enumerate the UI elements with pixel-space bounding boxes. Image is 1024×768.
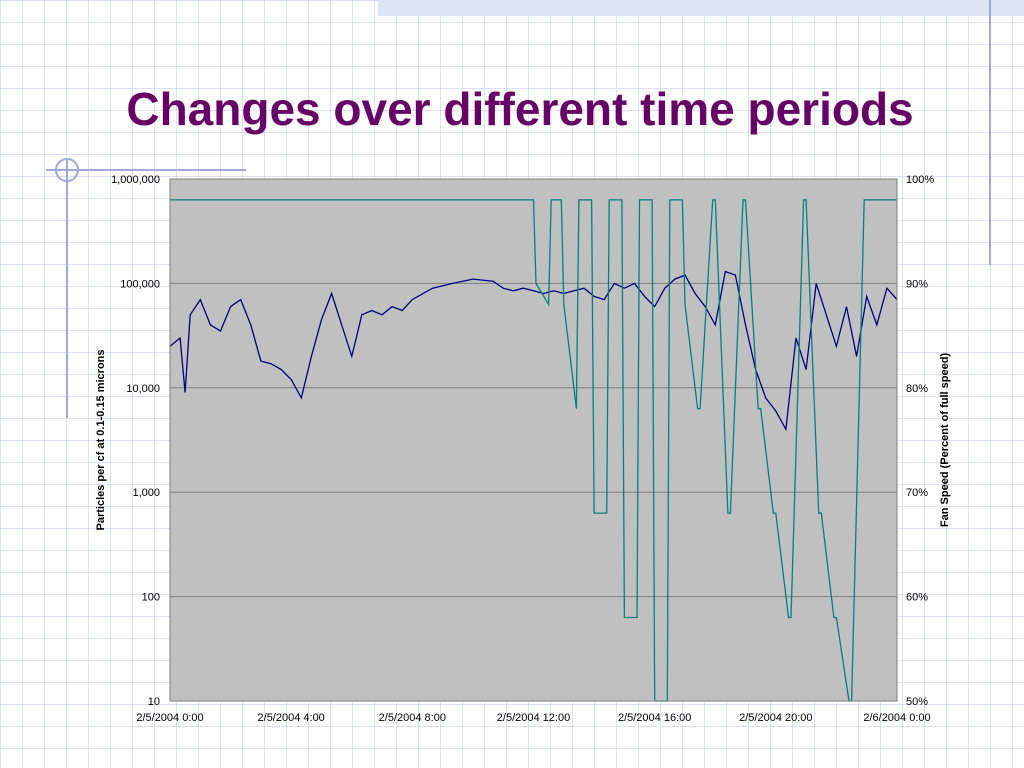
left-tick-label: 10 bbox=[148, 696, 160, 708]
series-group bbox=[169, 199, 898, 702]
x-tick-label: 2/5/2004 8:00 bbox=[379, 712, 446, 724]
left-axis-title: Particles per cf at 0.1-0.15 microns bbox=[95, 350, 107, 531]
x-tick-label: 2/5/2004 4:00 bbox=[258, 712, 325, 724]
left-tick-label: 10,000 bbox=[126, 383, 160, 395]
right-tick-label: 90% bbox=[906, 278, 928, 290]
right-tick-label: 70% bbox=[906, 487, 928, 499]
x-tick-label: 2/5/2004 12:00 bbox=[497, 712, 570, 724]
left-axis-ticks: 1,000,000 100,000 10,000 1,000 100 10 bbox=[111, 174, 160, 708]
right-tick-label: 60% bbox=[906, 592, 928, 604]
x-tick-label: 2/6/2004 0:00 bbox=[863, 712, 930, 724]
left-tick-label: 1,000 bbox=[132, 487, 160, 499]
left-tick-label: 100 bbox=[142, 592, 160, 604]
x-tick-label: 2/5/2004 0:00 bbox=[136, 712, 203, 724]
gridlines bbox=[170, 282, 897, 598]
left-tick-label: 1,000,000 bbox=[111, 174, 160, 186]
plot-area bbox=[170, 179, 897, 701]
title-accent-circle bbox=[55, 158, 79, 182]
x-tick-label: 2/5/2004 20:00 bbox=[739, 712, 812, 724]
x-axis-ticks: 2/5/2004 0:00 2/5/2004 4:00 2/5/2004 8:00 2… bbox=[136, 712, 930, 724]
left-tick-label: 100,000 bbox=[120, 278, 160, 290]
right-tick-label: 100% bbox=[906, 174, 934, 186]
plot-border bbox=[169, 178, 898, 702]
right-tick-label: 80% bbox=[906, 383, 928, 395]
slide-title: Changes over different time periods bbox=[126, 83, 914, 135]
x-tick-label: 2/5/2004 16:00 bbox=[618, 712, 691, 724]
right-axis-title: Fan Speed (Percent of full speed) bbox=[939, 353, 951, 528]
dotted-band-main bbox=[378, 0, 1024, 16]
right-axis-ticks: 100% 90% 80% 70% 60% 50% bbox=[906, 174, 934, 708]
right-tick-label: 50% bbox=[906, 696, 928, 708]
series-fan-speed-line bbox=[170, 199, 897, 702]
